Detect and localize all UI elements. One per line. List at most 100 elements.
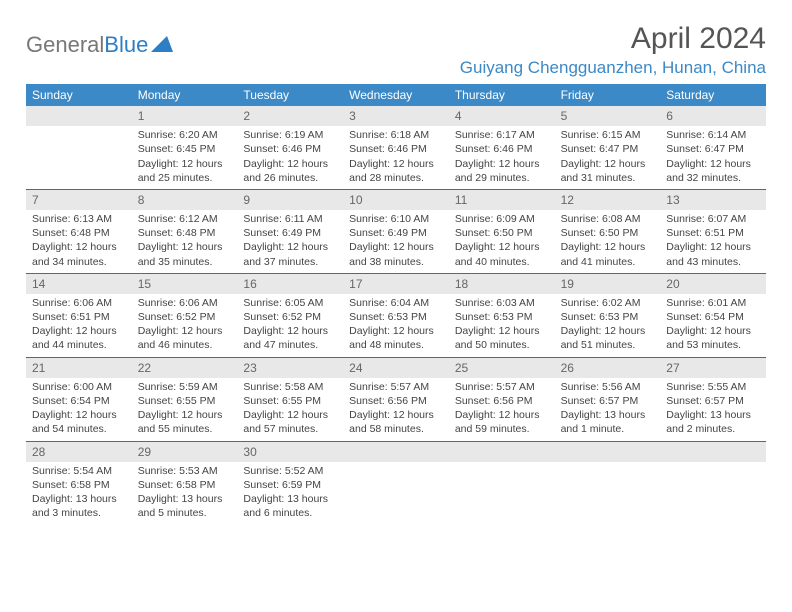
sunrise-text: Sunrise: 5:57 AM [455,380,549,394]
day-body: Sunrise: 5:52 AMSunset: 6:59 PMDaylight:… [237,462,343,525]
daylight-text: Daylight: 12 hours and 59 minutes. [455,408,549,436]
day-cell: 10Sunrise: 6:10 AMSunset: 6:49 PMDayligh… [343,190,449,273]
sunrise-text: Sunrise: 6:18 AM [349,128,443,142]
weeks-container: 1Sunrise: 6:20 AMSunset: 6:45 PMDaylight… [26,106,766,524]
day-cell [343,442,449,525]
daylight-text: Daylight: 12 hours and 48 minutes. [349,324,443,352]
sunset-text: Sunset: 6:57 PM [561,394,655,408]
sunset-text: Sunset: 6:55 PM [138,394,232,408]
sunrise-text: Sunrise: 6:07 AM [666,212,760,226]
day-cell [660,442,766,525]
sunset-text: Sunset: 6:46 PM [455,142,549,156]
daylight-text: Daylight: 12 hours and 40 minutes. [455,240,549,268]
sunrise-text: Sunrise: 6:17 AM [455,128,549,142]
day-number: 16 [237,274,343,294]
day-cell: 18Sunrise: 6:03 AMSunset: 6:53 PMDayligh… [449,274,555,357]
sunrise-text: Sunrise: 6:19 AM [243,128,337,142]
weekday-label: Sunday [26,84,132,106]
day-number: 28 [26,442,132,462]
sunrise-text: Sunrise: 6:08 AM [561,212,655,226]
daylight-text: Daylight: 12 hours and 32 minutes. [666,157,760,185]
week-row: 21Sunrise: 6:00 AMSunset: 6:54 PMDayligh… [26,358,766,442]
day-body: Sunrise: 5:57 AMSunset: 6:56 PMDaylight:… [449,378,555,441]
day-cell: 8Sunrise: 6:12 AMSunset: 6:48 PMDaylight… [132,190,238,273]
day-body: Sunrise: 6:06 AMSunset: 6:52 PMDaylight:… [132,294,238,357]
day-body: Sunrise: 5:56 AMSunset: 6:57 PMDaylight:… [555,378,661,441]
daylight-text: Daylight: 12 hours and 44 minutes. [32,324,126,352]
daylight-text: Daylight: 12 hours and 43 minutes. [666,240,760,268]
daylight-text: Daylight: 12 hours and 53 minutes. [666,324,760,352]
day-cell: 12Sunrise: 6:08 AMSunset: 6:50 PMDayligh… [555,190,661,273]
day-cell: 11Sunrise: 6:09 AMSunset: 6:50 PMDayligh… [449,190,555,273]
sunrise-text: Sunrise: 6:01 AM [666,296,760,310]
logo: GeneralBlue [26,22,173,58]
day-cell: 21Sunrise: 6:00 AMSunset: 6:54 PMDayligh… [26,358,132,441]
sunset-text: Sunset: 6:58 PM [32,478,126,492]
day-number: 1 [132,106,238,126]
day-body: Sunrise: 6:07 AMSunset: 6:51 PMDaylight:… [660,210,766,273]
sunset-text: Sunset: 6:54 PM [32,394,126,408]
day-cell: 5Sunrise: 6:15 AMSunset: 6:47 PMDaylight… [555,106,661,189]
daylight-text: Daylight: 12 hours and 47 minutes. [243,324,337,352]
week-row: 1Sunrise: 6:20 AMSunset: 6:45 PMDaylight… [26,106,766,190]
weekday-label: Wednesday [343,84,449,106]
daylight-text: Daylight: 12 hours and 34 minutes. [32,240,126,268]
day-body: Sunrise: 6:09 AMSunset: 6:50 PMDaylight:… [449,210,555,273]
sunset-text: Sunset: 6:54 PM [666,310,760,324]
day-number: 11 [449,190,555,210]
sunset-text: Sunset: 6:45 PM [138,142,232,156]
day-number: 14 [26,274,132,294]
day-number: 20 [660,274,766,294]
day-cell: 29Sunrise: 5:53 AMSunset: 6:58 PMDayligh… [132,442,238,525]
sunrise-text: Sunrise: 6:04 AM [349,296,443,310]
daylight-text: Daylight: 12 hours and 46 minutes. [138,324,232,352]
day-number: 26 [555,358,661,378]
sunrise-text: Sunrise: 5:56 AM [561,380,655,394]
sunrise-text: Sunrise: 5:58 AM [243,380,337,394]
sunset-text: Sunset: 6:52 PM [243,310,337,324]
sunrise-text: Sunrise: 6:06 AM [32,296,126,310]
weekday-label: Friday [555,84,661,106]
day-body: Sunrise: 6:08 AMSunset: 6:50 PMDaylight:… [555,210,661,273]
sunrise-text: Sunrise: 6:00 AM [32,380,126,394]
daylight-text: Daylight: 12 hours and 57 minutes. [243,408,337,436]
day-body: Sunrise: 6:01 AMSunset: 6:54 PMDaylight:… [660,294,766,357]
weekday-label: Tuesday [237,84,343,106]
day-cell: 27Sunrise: 5:55 AMSunset: 6:57 PMDayligh… [660,358,766,441]
calendar: SundayMondayTuesdayWednesdayThursdayFrid… [26,84,766,524]
sunrise-text: Sunrise: 6:14 AM [666,128,760,142]
day-cell: 14Sunrise: 6:06 AMSunset: 6:51 PMDayligh… [26,274,132,357]
day-cell: 22Sunrise: 5:59 AMSunset: 6:55 PMDayligh… [132,358,238,441]
day-cell: 24Sunrise: 5:57 AMSunset: 6:56 PMDayligh… [343,358,449,441]
day-cell: 20Sunrise: 6:01 AMSunset: 6:54 PMDayligh… [660,274,766,357]
day-body: Sunrise: 6:05 AMSunset: 6:52 PMDaylight:… [237,294,343,357]
header: GeneralBlue April 2024 Guiyang Chengguan… [26,22,766,78]
sunrise-text: Sunrise: 6:03 AM [455,296,549,310]
weekday-header: SundayMondayTuesdayWednesdayThursdayFrid… [26,84,766,106]
sunset-text: Sunset: 6:59 PM [243,478,337,492]
day-cell: 4Sunrise: 6:17 AMSunset: 6:46 PMDaylight… [449,106,555,189]
day-number: 23 [237,358,343,378]
day-number: 17 [343,274,449,294]
day-cell: 3Sunrise: 6:18 AMSunset: 6:46 PMDaylight… [343,106,449,189]
day-number-empty [555,442,661,462]
day-body: Sunrise: 6:11 AMSunset: 6:49 PMDaylight:… [237,210,343,273]
day-body: Sunrise: 6:10 AMSunset: 6:49 PMDaylight:… [343,210,449,273]
sunrise-text: Sunrise: 6:06 AM [138,296,232,310]
day-body: Sunrise: 6:00 AMSunset: 6:54 PMDaylight:… [26,378,132,441]
day-body: Sunrise: 5:54 AMSunset: 6:58 PMDaylight:… [26,462,132,525]
sunset-text: Sunset: 6:50 PM [455,226,549,240]
sunset-text: Sunset: 6:52 PM [138,310,232,324]
week-row: 28Sunrise: 5:54 AMSunset: 6:58 PMDayligh… [26,442,766,525]
sunrise-text: Sunrise: 6:11 AM [243,212,337,226]
weekday-label: Monday [132,84,238,106]
day-body: Sunrise: 6:02 AMSunset: 6:53 PMDaylight:… [555,294,661,357]
daylight-text: Daylight: 12 hours and 31 minutes. [561,157,655,185]
day-body: Sunrise: 5:57 AMSunset: 6:56 PMDaylight:… [343,378,449,441]
day-cell: 19Sunrise: 6:02 AMSunset: 6:53 PMDayligh… [555,274,661,357]
day-body: Sunrise: 6:18 AMSunset: 6:46 PMDaylight:… [343,126,449,189]
logo-text-1: General [26,32,104,58]
sunrise-text: Sunrise: 6:15 AM [561,128,655,142]
daylight-text: Daylight: 13 hours and 2 minutes. [666,408,760,436]
day-number: 8 [132,190,238,210]
